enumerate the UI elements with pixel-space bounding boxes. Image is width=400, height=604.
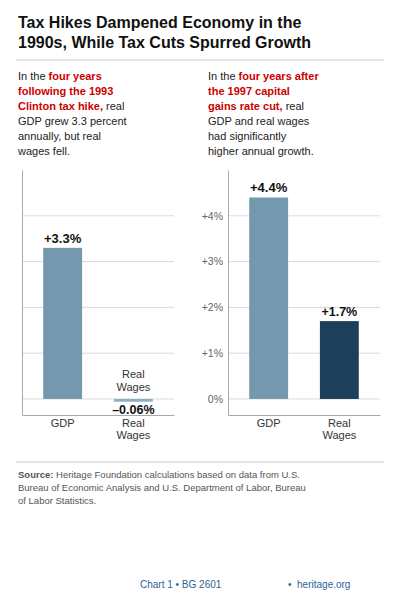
text-segment: In the [208,70,239,82]
text-segment: higher annual growth. [208,145,314,157]
tick-label-line: Wages [322,429,356,441]
text-segment: Clinton tax hike, [18,100,103,112]
title-line: 1990s, While Tax Cuts Spurred Growth [18,34,311,51]
tick-label: 0% [208,393,223,405]
annotation: RealWages [116,368,150,393]
chart-page: Tax Hikes Dampened Economy in the 1990s, … [0,0,400,604]
title: Tax Hikes Dampened Economy in the 1990s, … [18,14,311,51]
tick-label: +1% [202,347,223,359]
axis-line [229,415,381,416]
bar [114,399,153,402]
text-segment: Bureau of Economic Analysis and U.S. Dep… [18,482,306,493]
panel: 0% +1% +2% +3% +4% GDP RealWages +4.4% +1.7% [202,171,381,442]
x-axis: GDP RealWages [23,415,175,441]
bars [249,197,359,398]
data-label: +1.7% [321,305,357,319]
annotations: RealWages [116,368,150,393]
text-segment: Source: [18,469,53,480]
text-segment: real [283,100,304,112]
data-label: +3.3% [44,231,82,246]
x-tick: GDP [51,415,75,429]
y-tick: +4% [202,210,228,222]
axis-line [228,171,229,416]
data-labels: +4.4% +1.7% [250,180,357,319]
y-tick: +3% [202,255,228,267]
data-label: –0.06% [112,403,154,417]
y-axis [22,171,24,416]
y-tick: 0% [208,393,228,405]
y-tick: +1% [202,347,228,359]
tick-label: +3% [202,255,223,267]
annotation-line: Wages [116,381,150,393]
tick-label: RealWages [116,417,150,441]
bars [43,248,153,402]
text-segment: Heritage Foundation calculations based o… [53,469,300,480]
bar [249,197,288,398]
annotation-line: Real [122,368,145,380]
tick-label-line: GDP [257,417,281,429]
tick-label-line: Wages [116,429,150,441]
tick-label: GDP [51,417,75,429]
text-segment: had significantly [208,130,287,142]
bar [43,248,82,399]
grid-line [22,215,174,216]
text-segment: the 1997 capital [208,85,290,97]
tick-label-line: GDP [51,417,75,429]
grid [22,216,174,399]
text-segment: four years [49,70,102,82]
tick-label: +2% [202,301,223,313]
x-tick: RealWages [322,415,356,441]
footer: Chart 1 • BG 2601 [140,579,222,590]
text-segment: real [103,100,124,112]
x-tick: RealWages [116,415,150,441]
text-segment: In the [18,70,49,82]
text-segment: GDP grew 3.3 percent [18,115,127,127]
tick-label-line: Real [328,417,351,429]
panel: GDPRealWages+3.3%–0.06%RealWages [22,171,175,442]
text-segment: of Labor Statistics. [18,495,96,506]
axis-line [22,171,23,416]
text-segment: GDP and real wages [208,115,310,127]
text-segment: wages fell. [17,145,70,157]
separator [16,60,384,61]
text-segment: following the 1993 [18,85,113,97]
y-axis: 0% +1% +2% +3% +4% [202,171,229,416]
x-axis: GDP RealWages [229,415,381,441]
tick-label-line: Real [122,417,145,429]
data-labels: +3.3% –0.06% [44,231,155,417]
bar [320,321,359,399]
title-line: Tax Hikes Dampened Economy in the [18,14,301,31]
text-segment: annually, but real [18,130,101,142]
x-tick: GDP [257,415,281,429]
tick-label: +4% [202,210,223,222]
text-segment: gains rate cut, [208,100,283,112]
data-label: +4.4% [250,180,288,195]
tick-label: GDP [257,417,281,429]
y-tick: +2% [202,301,228,313]
footer: • heritage.org [288,579,350,590]
tick-label: RealWages [322,417,356,441]
separator [16,462,384,463]
text-segment: four years after [239,70,320,82]
